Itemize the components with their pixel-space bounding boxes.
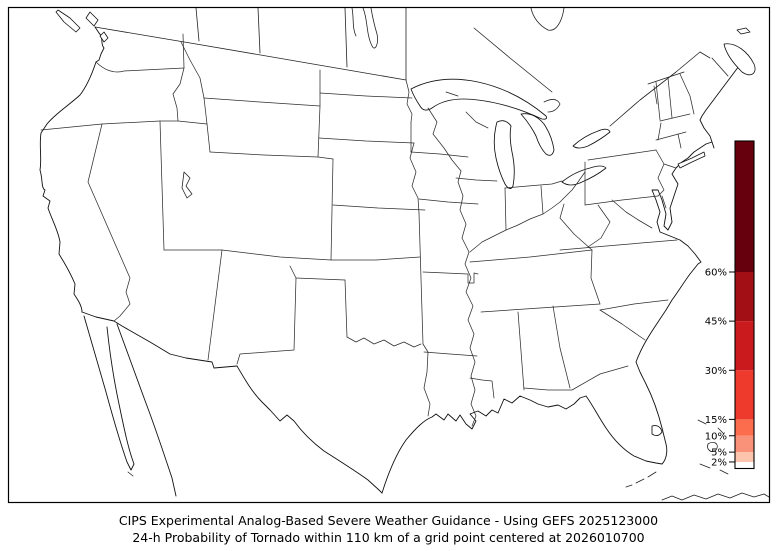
state-borders — [40, 33, 695, 427]
colorbar-segment — [735, 370, 754, 420]
great-lakes — [181, 78, 663, 437]
colorbar-tick-label: 15% — [705, 415, 727, 426]
colorbar-segment — [735, 435, 754, 453]
colorbar-tick-label: 60% — [705, 268, 727, 279]
colorbar-segment — [735, 141, 754, 272]
figure-subtitle: 24-h Probability of Tornado within 110 k… — [132, 530, 645, 545]
colorbar-tick-label: 10% — [705, 431, 727, 442]
colorbar-tick-label: 5% — [711, 448, 727, 459]
colorbar-segment — [735, 419, 754, 436]
colorbar-segment — [735, 272, 754, 322]
colorbar-segment — [735, 461, 754, 469]
figure-title: CIPS Experimental Analog-Based Severe We… — [118, 513, 659, 528]
map-frame — [7, 6, 771, 504]
colorbar-outline — [734, 140, 755, 470]
colorbar-segment — [735, 452, 754, 462]
canada-borders — [94, 8, 729, 127]
colorbar-tick-label: 45% — [705, 317, 727, 328]
colorbar-tick-label: 2% — [711, 457, 727, 468]
probability-colorbar: 2%5% 10% 15% 30% 45% 60% — [705, 140, 755, 470]
islands — [55, 9, 769, 501]
colorbar-tick-label: 30% — [705, 366, 727, 377]
mexico-coast — [81, 311, 238, 497]
colorbar-segment — [735, 321, 754, 371]
